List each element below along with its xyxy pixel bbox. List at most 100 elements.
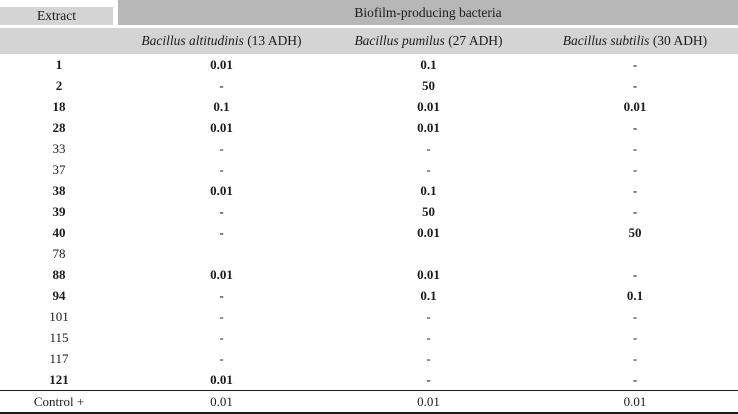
value-cell-altitudinis: 0.1 — [213, 99, 230, 114]
value-cell-altitudinis: 0.01 — [210, 120, 233, 135]
extract-id-cell: 88 — [52, 267, 66, 282]
value-cell-altitudinis: 0.01 — [210, 372, 233, 387]
value-cell-pumilus: 0.01 — [325, 390, 532, 414]
value-cell-altitudinis — [118, 243, 325, 264]
table-row: 1 0.01 0.1 - — [0, 54, 738, 75]
table-row: 38 0.01 0.1 - — [0, 180, 738, 201]
species-name: Bacillus altitudinis — [141, 33, 244, 49]
value-cell-subtilis — [532, 243, 738, 264]
species-header-altitudinis: Bacillus altitudinis (13 ADH) — [118, 28, 325, 54]
value-cell-altitudinis: - — [219, 141, 224, 156]
value-cell-altitudinis: 0.01 — [210, 267, 233, 282]
value-cell-subtilis: 0.01 — [623, 99, 647, 114]
extract-id-cell: Control + — [0, 390, 118, 414]
table-body: 1 0.01 0.1 - 2 - 50 - 18 0.1 0.01 0.01 2… — [0, 54, 738, 414]
table-row: 88 0.01 0.01 - — [0, 264, 738, 285]
value-cell-subtilis: - — [632, 78, 638, 93]
table-row: 40 - 0.01 50 — [0, 222, 738, 243]
table-row: 115 - - - — [0, 327, 738, 348]
table-row: 121 0.01 - - — [0, 369, 738, 390]
header-group-row: Extract Biofilm-producing bacteria — [0, 0, 738, 28]
value-cell-subtilis: - — [632, 372, 638, 387]
value-cell-altitudinis: - — [219, 204, 224, 219]
extract-id-cell: 33 — [52, 141, 66, 156]
value-cell-pumilus: 0.01 — [417, 225, 440, 240]
extract-column-spacer — [0, 28, 118, 54]
strain-id: (13 ADH) — [247, 33, 302, 49]
extract-id-cell: 94 — [52, 288, 66, 303]
value-cell-pumilus: 0.01 — [417, 120, 440, 135]
extract-id-cell: 37 — [52, 162, 66, 177]
value-cell-pumilus: - — [426, 330, 431, 345]
value-cell-altitudinis: 0.01 — [118, 390, 325, 414]
extract-id-cell: 117 — [49, 351, 69, 366]
value-cell-subtilis: 50 — [628, 225, 642, 240]
table-row: 18 0.1 0.01 0.01 — [0, 96, 738, 117]
value-cell-pumilus: 50 — [422, 204, 435, 219]
value-cell-subtilis: - — [632, 57, 638, 72]
table-row: 33 - - - — [0, 138, 738, 159]
value-cell-pumilus: - — [426, 141, 431, 156]
table-header: Extract Biofilm-producing bacteria Bacil… — [0, 0, 738, 54]
value-cell-pumilus: 0.1 — [420, 288, 437, 303]
value-cell-altitudinis: - — [219, 309, 224, 324]
value-cell-altitudinis: 0.01 — [210, 183, 233, 198]
value-cell-altitudinis: - — [219, 78, 224, 93]
value-cell-altitudinis: - — [219, 288, 224, 303]
value-cell-pumilus: 50 — [422, 78, 435, 93]
table-row: 39 - 50 - — [0, 201, 738, 222]
value-cell-subtilis: - — [632, 267, 638, 282]
value-cell-pumilus: - — [426, 372, 431, 387]
value-cell-pumilus — [325, 243, 532, 264]
value-cell-subtilis: - — [632, 330, 638, 345]
header-species-row: Bacillus altitudinis (13 ADH) Bacillus p… — [0, 28, 738, 54]
value-cell-subtilis: - — [632, 183, 638, 198]
extract-id-cell: 2 — [55, 78, 63, 93]
extract-id-cell: 121 — [49, 372, 69, 387]
value-cell-pumilus: 0.1 — [420, 57, 437, 72]
value-cell-subtilis: 0.01 — [532, 390, 738, 414]
value-cell-subtilis: - — [632, 162, 638, 177]
value-cell-altitudinis: - — [219, 225, 224, 240]
value-cell-subtilis: - — [632, 141, 638, 156]
extract-id-cell: 40 — [52, 225, 66, 240]
value-cell-subtilis: - — [632, 309, 638, 324]
extract-id-cell: 39 — [52, 204, 66, 219]
extract-id-cell: 28 — [52, 120, 66, 135]
table-row: 78 — [0, 243, 738, 264]
table-row: Control + 0.01 0.01 0.01 — [0, 390, 738, 414]
value-cell-pumilus: 0.01 — [417, 267, 440, 282]
species-header-pumilus: Bacillus pumilus (27 ADH) — [325, 28, 532, 54]
value-cell-altitudinis: - — [219, 162, 224, 177]
value-cell-pumilus: 0.01 — [417, 99, 440, 114]
table-row: 117 - - - — [0, 348, 738, 369]
value-cell-altitudinis: - — [219, 330, 224, 345]
table-row: 28 0.01 0.01 - — [0, 117, 738, 138]
table-row: 101 - - - — [0, 306, 738, 327]
extract-id-cell: 78 — [52, 246, 66, 261]
value-cell-subtilis: - — [632, 204, 638, 219]
value-cell-altitudinis: 0.01 — [210, 57, 233, 72]
species-name: Bacillus subtilis — [562, 33, 650, 49]
value-cell-subtilis: - — [632, 120, 638, 135]
value-cell-pumilus: - — [426, 162, 431, 177]
value-cell-pumilus: - — [426, 351, 431, 366]
species-name: Bacillus pumilus — [354, 33, 445, 49]
strain-id: (30 ADH) — [652, 33, 708, 49]
value-cell-subtilis: 0.1 — [626, 288, 644, 303]
extract-id-cell: 38 — [52, 183, 66, 198]
table-row: 94 - 0.1 0.1 — [0, 285, 738, 306]
group-header-biofilm-producing-bacteria: Biofilm-producing bacteria — [118, 0, 738, 28]
table-row: 37 - - - — [0, 159, 738, 180]
extract-id-cell: 101 — [49, 309, 69, 324]
table-row: 2 - 50 - — [0, 75, 738, 96]
extract-column-header: Extract — [0, 0, 118, 28]
species-header-subtilis: Bacillus subtilis (30 ADH) — [532, 28, 738, 54]
extract-id-cell: 1 — [55, 57, 63, 72]
extract-id-cell: 18 — [52, 99, 66, 114]
strain-id: (27 ADH) — [448, 33, 503, 49]
extract-id-cell: 115 — [49, 330, 69, 345]
value-cell-subtilis: - — [632, 351, 638, 366]
value-cell-pumilus: - — [426, 309, 431, 324]
